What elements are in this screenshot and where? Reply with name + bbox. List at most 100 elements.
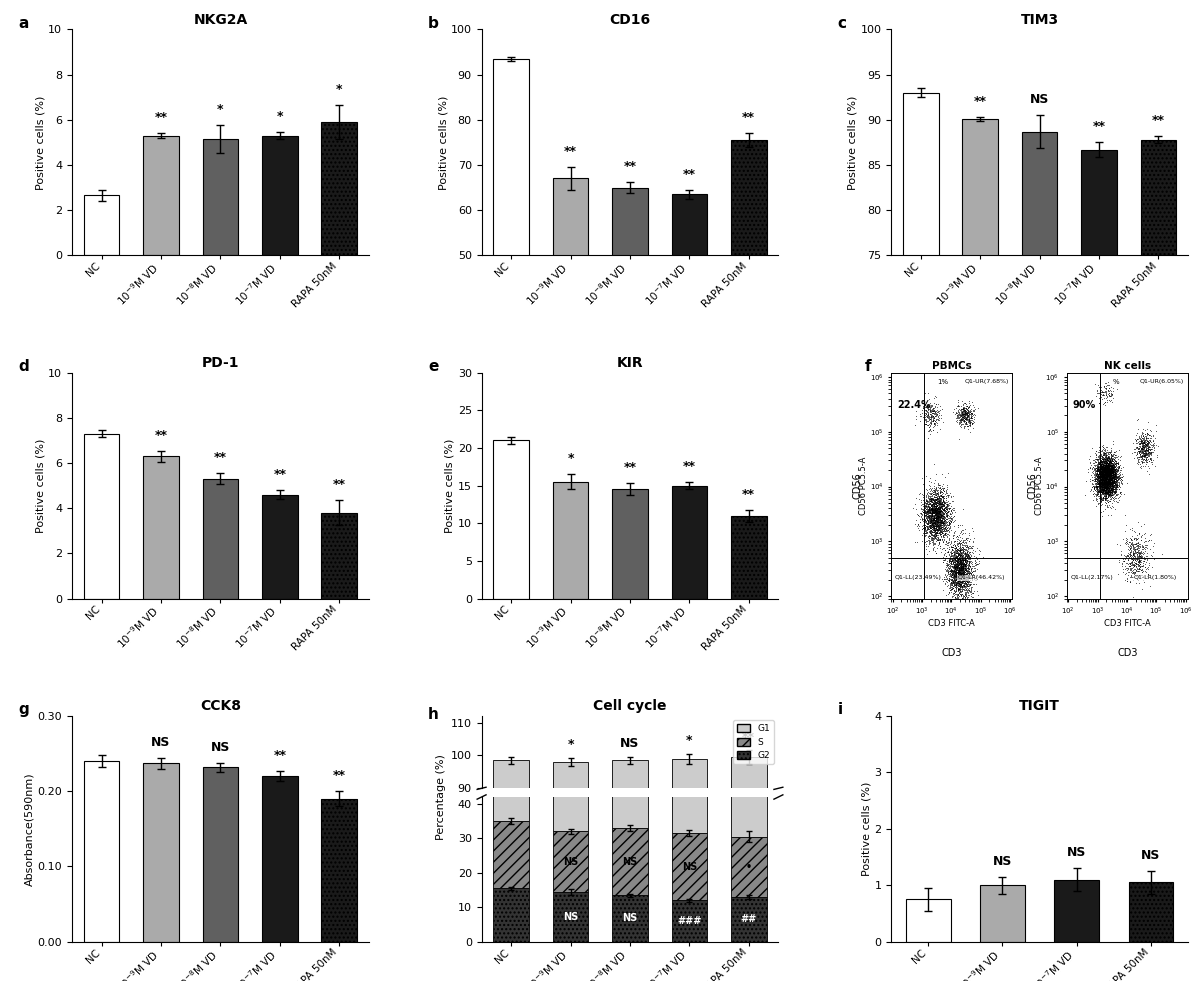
Point [924, 512, 943, 528]
Point [962, 408, 982, 424]
Point [926, 499, 946, 515]
Point [1133, 562, 1152, 578]
Point [1094, 484, 1114, 499]
Point [1094, 379, 1114, 394]
Point [1128, 444, 1147, 460]
Point [1110, 472, 1129, 488]
Point [952, 561, 971, 577]
Point [1102, 480, 1121, 495]
Point [1117, 565, 1136, 581]
Point [953, 556, 972, 572]
Point [942, 565, 961, 581]
Point [1084, 472, 1103, 488]
Point [1105, 455, 1124, 471]
Point [947, 542, 966, 557]
Point [1102, 482, 1121, 497]
Point [1100, 452, 1120, 468]
Point [961, 405, 980, 421]
Point [948, 542, 967, 558]
Point [1100, 467, 1120, 483]
Point [1099, 457, 1118, 473]
Point [1091, 480, 1110, 495]
Point [1099, 476, 1118, 491]
Point [1097, 447, 1116, 463]
Point [1104, 490, 1123, 506]
Text: **: ** [564, 145, 577, 158]
Point [958, 577, 977, 593]
Point [925, 507, 944, 523]
Point [1096, 470, 1115, 486]
Point [1139, 443, 1158, 459]
Point [924, 522, 943, 538]
Point [932, 541, 952, 556]
Point [1135, 451, 1154, 467]
Point [949, 550, 968, 566]
Point [958, 557, 977, 573]
Point [958, 560, 977, 576]
Point [1093, 462, 1112, 478]
Point [942, 544, 961, 560]
Point [916, 494, 935, 510]
Point [932, 522, 952, 538]
Point [949, 431, 968, 446]
Point [918, 525, 937, 541]
Point [950, 542, 970, 558]
Point [948, 554, 967, 570]
Point [1135, 437, 1154, 452]
Point [947, 550, 966, 566]
Point [928, 513, 947, 529]
Point [922, 513, 941, 529]
Point [920, 504, 940, 520]
Point [1100, 460, 1120, 476]
Point [917, 506, 936, 522]
Point [926, 498, 946, 514]
Point [1121, 531, 1140, 546]
Point [1106, 472, 1126, 488]
Point [948, 569, 967, 585]
Point [1100, 469, 1120, 485]
Point [1128, 450, 1147, 466]
Point [1100, 473, 1120, 489]
Point [929, 510, 948, 526]
Point [950, 548, 970, 564]
Point [950, 571, 970, 587]
Point [1100, 471, 1120, 487]
Point [1087, 465, 1106, 481]
Point [924, 502, 943, 518]
Point [1121, 531, 1140, 546]
Point [929, 507, 948, 523]
Point [1093, 470, 1112, 486]
Point [1099, 487, 1118, 502]
Point [1098, 474, 1117, 490]
Point [918, 501, 937, 517]
Point [1106, 489, 1126, 504]
Point [1106, 482, 1126, 497]
Point [926, 520, 946, 536]
Text: **: ** [743, 111, 755, 125]
Point [926, 506, 946, 522]
Point [959, 407, 978, 423]
Point [1135, 434, 1154, 449]
Point [960, 541, 979, 556]
Point [1085, 489, 1104, 504]
Point [931, 521, 950, 537]
Point [952, 406, 971, 422]
Point [1105, 461, 1124, 477]
Point [937, 530, 956, 545]
Point [1123, 540, 1142, 555]
Point [1108, 474, 1127, 490]
Point [1100, 477, 1120, 492]
Point [946, 574, 965, 590]
Point [1087, 471, 1106, 487]
Point [928, 506, 947, 522]
Point [928, 513, 947, 529]
Point [926, 526, 946, 542]
Point [942, 551, 961, 567]
Point [1099, 476, 1118, 491]
Point [1108, 482, 1127, 497]
Point [1102, 483, 1121, 498]
Point [943, 567, 962, 583]
Point [920, 518, 940, 534]
Point [924, 529, 943, 544]
Point [925, 515, 944, 531]
